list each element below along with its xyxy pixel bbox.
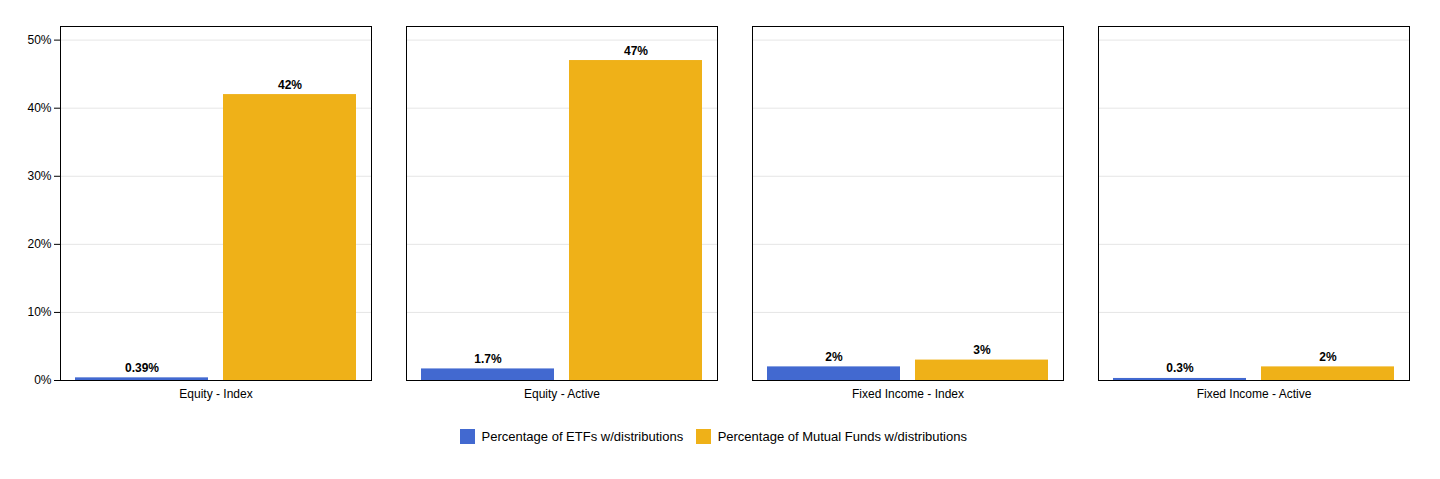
svg-text:1.7%: 1.7% [474, 352, 502, 366]
svg-text:Fixed Income - Active: Fixed Income - Active [1197, 387, 1312, 401]
svg-text:Fixed Income - Index: Fixed Income - Index [852, 387, 964, 401]
svg-text:Equity - Active: Equity - Active [524, 387, 600, 401]
svg-text:20%: 20% [27, 237, 51, 251]
svg-text:3%: 3% [973, 343, 991, 357]
svg-text:Equity - Index: Equity - Index [179, 387, 252, 401]
svg-text:42%: 42% [278, 78, 302, 92]
html-text:Percentage of ETFs w/distribut: Percentage of ETFs w/distributions [481, 429, 684, 444]
svg-text:2%: 2% [825, 350, 843, 364]
svg-text:50%: 50% [27, 33, 51, 47]
svg-text:40%: 40% [27, 101, 51, 115]
svg-text:47%: 47% [624, 44, 648, 58]
svg-text:2%: 2% [1319, 350, 1337, 364]
html-text:Percentage of Mutual Funds w/d: Percentage of Mutual Funds w/distributio… [717, 429, 967, 444]
svg-text:30%: 30% [27, 169, 51, 183]
svg-text:0%: 0% [34, 373, 52, 387]
svg-text:0.3%: 0.3% [1166, 361, 1194, 375]
svg-text:0.39%: 0.39% [125, 361, 159, 375]
svg-text:10%: 10% [27, 305, 51, 319]
